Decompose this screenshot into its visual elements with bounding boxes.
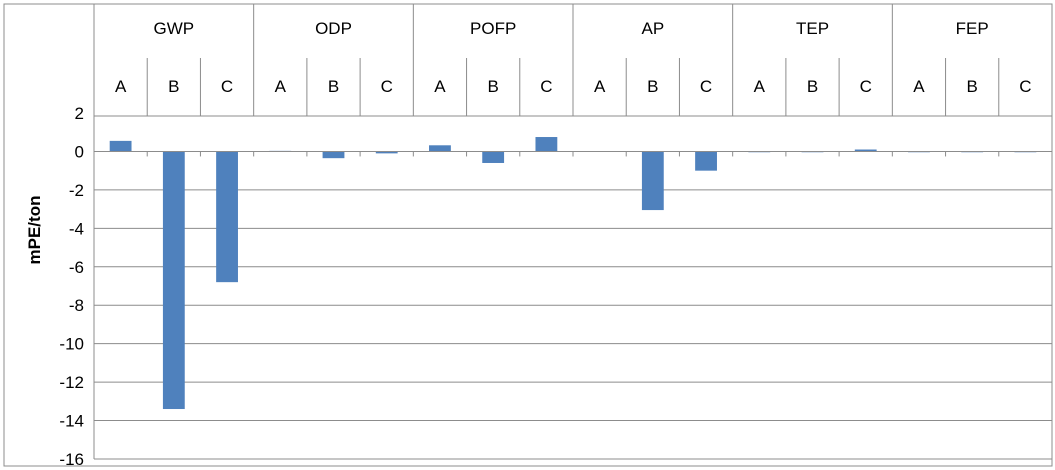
category-label: B: [966, 77, 977, 96]
category-label: A: [594, 77, 606, 96]
group-label: GWP: [154, 19, 195, 38]
category-label: C: [540, 77, 552, 96]
bar: [322, 151, 345, 159]
y-tick-label: -4: [69, 219, 84, 238]
gridlines: [93, 4, 1052, 460]
category-label: B: [168, 77, 179, 96]
category-label: A: [434, 77, 446, 96]
category-label: A: [115, 77, 127, 96]
bar: [854, 149, 877, 152]
category-header-table: GWP A B C ODP A B C POFP A B C AP A B C TEP A B C FEP A B C: [94, 4, 1052, 117]
y-tick-label: -8: [69, 296, 84, 315]
category-label: B: [328, 77, 339, 96]
group-label: AP: [641, 19, 664, 38]
y-tick-label: 2: [75, 104, 84, 123]
bar: [216, 151, 238, 283]
y-tick-label: -16: [59, 450, 84, 469]
bar: [482, 151, 505, 163]
y-tick-label: -2: [69, 181, 84, 200]
y-axis-ticks: 2 0 -2 -4 -6 -8 -10 -12 -14 -16: [59, 104, 84, 469]
category-label: B: [807, 77, 818, 96]
category-label: B: [487, 77, 498, 96]
category-label: A: [913, 77, 925, 96]
bar: [162, 151, 185, 410]
category-label: C: [221, 77, 233, 96]
bar: [109, 140, 132, 152]
category-label: C: [700, 77, 712, 96]
group-label: ODP: [315, 19, 352, 38]
bar: [429, 145, 451, 152]
chart-border: [3, 3, 1053, 467]
y-axis-label: mPE/ton: [25, 196, 44, 265]
bar: [695, 151, 717, 171]
bar: [375, 151, 398, 154]
y-tick-label: -14: [59, 412, 84, 431]
group-label: FEP: [956, 19, 989, 38]
y-tick-label: 0: [75, 142, 84, 161]
category-label: C: [381, 77, 393, 96]
category-label: C: [1019, 77, 1031, 96]
category-label: C: [860, 77, 872, 96]
category-label: B: [647, 77, 658, 96]
y-tick-label: -6: [69, 258, 84, 277]
y-tick-label: -10: [59, 335, 84, 354]
category-label: A: [754, 77, 766, 96]
y-tick-label: -12: [59, 373, 84, 392]
bar: [535, 137, 558, 152]
bars: [109, 137, 1037, 410]
bar: [641, 151, 664, 211]
group-label: TEP: [796, 19, 829, 38]
category-label: A: [275, 77, 287, 96]
group-label: POFP: [470, 19, 516, 38]
